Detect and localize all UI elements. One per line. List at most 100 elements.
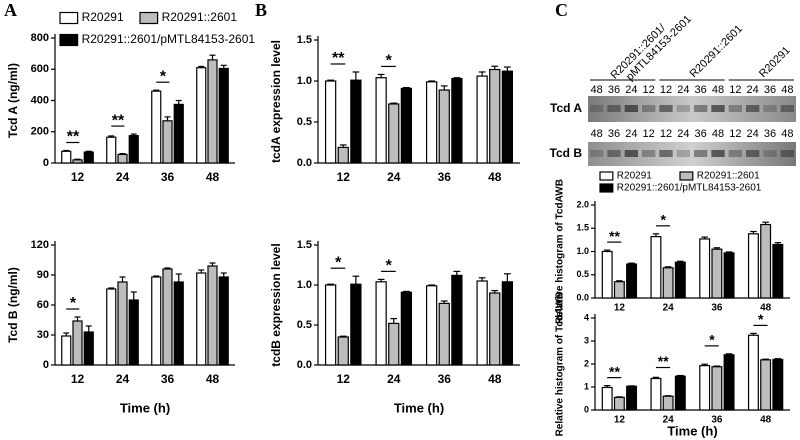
- legend-label: R20291::2601: [162, 10, 238, 24]
- bar: [72, 159, 83, 164]
- y-tick-label: 1.0: [576, 246, 589, 256]
- bar: [501, 281, 514, 366]
- bar: [400, 291, 413, 366]
- lane-label: 12: [729, 128, 741, 140]
- bar: [723, 354, 735, 411]
- bar: [173, 281, 184, 366]
- x-tick-label: 48: [206, 372, 220, 386]
- bar: [218, 67, 229, 164]
- legend-swatch: [599, 183, 614, 193]
- bar: [106, 136, 117, 164]
- bar: [699, 365, 711, 411]
- significance-label: *: [335, 254, 342, 271]
- y-axis-title: Relative histogram of TcdAWB: [555, 179, 566, 324]
- bar: [151, 90, 162, 164]
- lane-label: 36: [764, 128, 776, 140]
- y-tick-label: 0: [584, 404, 589, 414]
- y-tick-label: 200: [31, 126, 49, 138]
- lane-label: 24: [625, 84, 637, 96]
- significance-label: *: [386, 258, 393, 275]
- y-axis-title: Relative histogram of TcdAWB: [555, 292, 566, 437]
- bar: [662, 395, 674, 411]
- blot-strip: [588, 96, 796, 122]
- legend-label: R20291::2601/pMTL84153-2601: [82, 32, 256, 46]
- x-tick-label: 36: [161, 170, 175, 184]
- bar: [489, 292, 501, 366]
- blot-band: [642, 150, 656, 157]
- legend-swatch: [139, 11, 159, 25]
- blot-band: [676, 150, 690, 157]
- bar: [476, 75, 488, 164]
- blot-band: [694, 105, 708, 112]
- bar: [218, 276, 229, 366]
- bar: [196, 67, 207, 164]
- y-tick-label: 1.0: [297, 279, 312, 291]
- bar: [196, 272, 207, 366]
- lane-label: 36: [764, 84, 776, 96]
- group-label: R20291::2601/pMTL84153-2601: [608, 5, 693, 90]
- lane-label: 12: [660, 128, 672, 140]
- y-tick-label: 1.0: [297, 75, 312, 87]
- significance-label: **: [609, 228, 620, 244]
- legend-swatch: [59, 11, 79, 25]
- x-tick-label: 24: [663, 415, 675, 426]
- bar: [375, 281, 387, 366]
- bar: [207, 265, 218, 366]
- bar: [489, 68, 501, 164]
- y-tick-label: 0: [43, 157, 49, 169]
- bar: [747, 334, 759, 411]
- lane-label: 12: [643, 128, 655, 140]
- panel-label: B: [255, 0, 267, 20]
- significance-label: *: [758, 311, 764, 327]
- x-tick-label: 12: [337, 372, 351, 386]
- y-tick-label: 2.0: [576, 199, 589, 209]
- bar: [723, 252, 735, 299]
- blot-row-label: Tcd B: [550, 146, 583, 160]
- bar: [674, 375, 686, 411]
- bar: [626, 263, 638, 299]
- y-tick-label: 800: [31, 32, 49, 44]
- significance-label: **: [658, 353, 669, 369]
- lane-label: 48: [591, 128, 603, 140]
- bar: [425, 285, 438, 366]
- blot-band: [607, 105, 621, 112]
- bar: [662, 267, 674, 299]
- legend-label: R20291::2601: [697, 171, 760, 182]
- y-tick-label: 0.5: [297, 116, 312, 128]
- y-tick-label: 4: [584, 312, 589, 322]
- x-tick-label: 48: [760, 303, 772, 314]
- blot-band: [590, 150, 604, 157]
- y-axis-title: tcdB expression level: [269, 243, 283, 366]
- y-tick-label: 90: [37, 269, 49, 281]
- bar: [106, 288, 117, 366]
- legend-swatch: [59, 33, 79, 47]
- blot-band: [728, 105, 742, 112]
- lane-label: 36: [695, 128, 707, 140]
- y-tick-label: 0.0: [297, 359, 312, 371]
- bar: [173, 103, 184, 164]
- y-tick-label: 0.5: [576, 269, 589, 279]
- bar: [400, 87, 413, 164]
- blot-band: [711, 105, 725, 112]
- significance-label: **: [67, 129, 80, 146]
- y-tick-label: 30: [37, 329, 49, 341]
- lane-label: 24: [677, 84, 689, 96]
- bar: [425, 81, 438, 164]
- x-tick-label: 48: [206, 170, 220, 184]
- significance-label: **: [112, 112, 125, 129]
- x-tick-label: 48: [760, 415, 772, 426]
- bar: [772, 358, 784, 411]
- bar: [674, 261, 686, 299]
- lane-label: 36: [608, 128, 620, 140]
- y-tick-label: 400: [31, 94, 49, 106]
- blot-band: [659, 105, 673, 112]
- legend-label: R20291: [82, 10, 124, 24]
- significance-label: *: [386, 53, 393, 70]
- y-axis-title: Tcd A (ng/ml): [6, 63, 20, 138]
- panel-label: A: [4, 0, 17, 20]
- x-tick-label: 24: [116, 170, 130, 184]
- bar: [650, 236, 662, 299]
- y-tick-label: 120: [31, 239, 49, 251]
- x-tick-label: 48: [488, 372, 502, 386]
